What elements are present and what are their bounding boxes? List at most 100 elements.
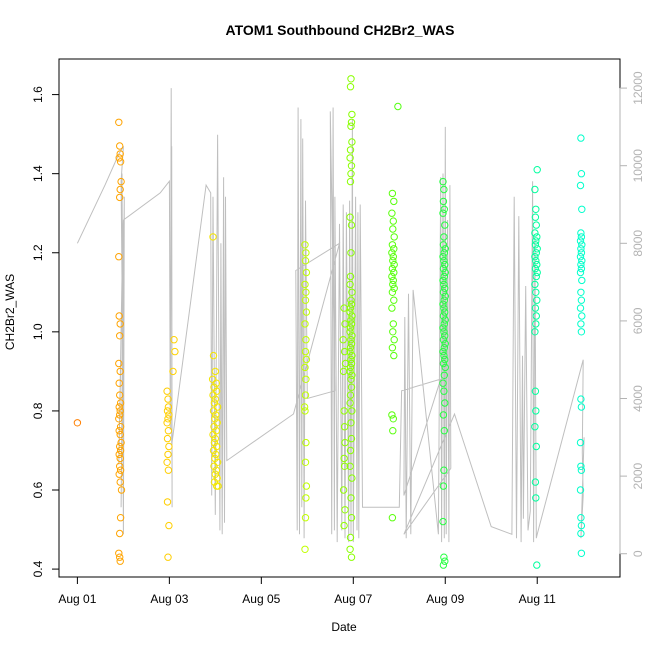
data-point (301, 257, 310, 265)
data-point (440, 371, 448, 379)
data-point (346, 344, 355, 352)
data-point (390, 233, 398, 241)
data-point (164, 415, 172, 423)
data-point (346, 347, 354, 356)
data-point (439, 177, 447, 186)
data-point (577, 403, 586, 411)
data-point (388, 189, 397, 198)
data-point (301, 514, 310, 522)
data-point (346, 446, 355, 455)
data-point (164, 466, 173, 474)
data-point (347, 316, 355, 324)
data-point (439, 482, 448, 490)
data-point (577, 529, 585, 538)
data-point (576, 253, 585, 261)
data-point (347, 494, 355, 502)
data-point (116, 407, 124, 415)
data-point (531, 304, 540, 312)
data-point (440, 351, 448, 360)
data-point (347, 359, 356, 368)
data-point (339, 486, 348, 494)
data-point (209, 233, 217, 241)
data-point (531, 241, 540, 249)
data-point (532, 205, 540, 214)
data-point (302, 438, 310, 447)
data-point (441, 308, 449, 316)
data-point (116, 454, 124, 463)
data-point (347, 355, 355, 364)
data-point (301, 320, 309, 328)
data-point (389, 217, 397, 225)
data-point (208, 375, 217, 383)
data-point (577, 395, 585, 403)
data-point (441, 355, 449, 364)
data-point (116, 367, 124, 376)
data-point (531, 478, 540, 486)
data-point (347, 75, 355, 83)
data-point (346, 324, 355, 332)
data-point (532, 494, 540, 502)
x-tick-label: Aug 09 (426, 592, 464, 606)
data-point (115, 359, 123, 368)
data-point (532, 442, 540, 451)
data-point (441, 363, 449, 372)
data-point (115, 379, 123, 387)
data-point (440, 205, 448, 214)
data-point (578, 312, 586, 320)
data-point (578, 276, 586, 285)
data-point (209, 407, 218, 415)
data-point (301, 407, 309, 415)
data-point (388, 514, 397, 522)
data-point (346, 177, 355, 186)
data-point (116, 320, 124, 328)
data-point (439, 253, 447, 261)
data-point (211, 434, 220, 443)
data-point (577, 466, 586, 474)
data-point (302, 375, 310, 383)
data-point (440, 344, 448, 352)
data-point (440, 249, 448, 257)
x-tick-label: Aug 11 (519, 592, 556, 606)
data-point (441, 292, 449, 300)
data-point (439, 411, 448, 419)
x-tick-label: Aug 03 (150, 592, 188, 606)
data-point (116, 557, 124, 565)
data-point (347, 514, 356, 522)
data-point (115, 415, 123, 423)
data-point (212, 379, 221, 387)
data-point (347, 300, 356, 308)
data-point (211, 415, 219, 423)
data-point (532, 272, 540, 281)
data-point (115, 427, 123, 435)
data-point (440, 304, 448, 312)
data-point (577, 514, 585, 522)
data-point (533, 166, 541, 174)
y-tick-label: 0.8 (31, 402, 45, 419)
data-point (441, 260, 449, 269)
data-point (116, 142, 124, 150)
x-tick-label: Aug 05 (242, 592, 280, 606)
data-point (210, 462, 218, 470)
data-point (210, 438, 219, 447)
data-point (302, 308, 311, 316)
data-point (439, 359, 448, 368)
data-point (115, 312, 123, 320)
data-point (577, 296, 586, 304)
data-point (388, 344, 397, 352)
data-point (211, 367, 220, 376)
data-point (440, 427, 448, 435)
data-point (348, 332, 356, 340)
data-point (117, 438, 125, 447)
altitude-series-line (76, 88, 585, 543)
data-point (116, 158, 125, 166)
data-point (346, 154, 354, 162)
data-point (576, 304, 585, 312)
data-point (346, 545, 354, 553)
data-point (390, 197, 398, 206)
data-point (116, 478, 124, 486)
y-tick-label: 0.4 (31, 560, 45, 577)
data-point (213, 387, 221, 395)
y2-tick-label: 6000 (631, 307, 645, 334)
data-point (389, 415, 397, 423)
